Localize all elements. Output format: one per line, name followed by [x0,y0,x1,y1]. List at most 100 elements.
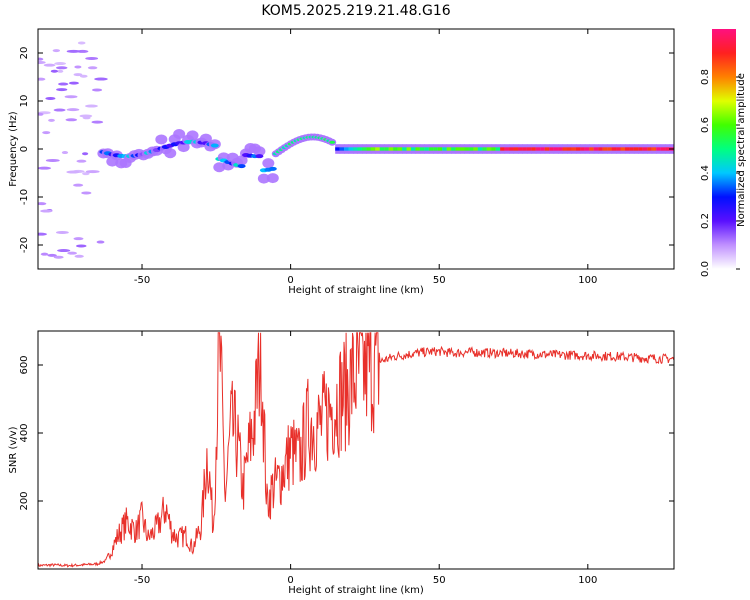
spectrogram-line-core [571,147,577,151]
spectrogram-speckle [43,63,56,67]
spectrogram-line-core [598,147,604,151]
colorbar-tick-label: 0.0 [700,261,711,277]
spectrogram-speckle [38,57,44,61]
spectrogram-blob [253,146,266,157]
spectrogram-line-core [344,147,350,151]
spectrogram-speckle [58,82,69,86]
spectrogram-marks [38,41,674,259]
spectrogram-blob-core [255,154,264,159]
spectrogram-y-tick-label: -20 [19,237,30,253]
spectrogram-line-core [482,147,488,151]
snr-panel: -50 0 50 100 200 400 600 Height of straight l… [8,330,675,596]
spectrogram-blob-core [268,166,277,171]
spectrogram-speckle [54,62,67,66]
spectrogram-speckle [45,158,60,162]
spectrogram-line-core [549,147,555,151]
spectrogram-panel: -50 0 50 100 -20 -10 0 10 20 Height of straight… [8,28,675,296]
snr-x-tick-label: 100 [578,575,597,586]
spectrogram-blob [186,130,199,141]
spectrogram-line-core [464,147,470,151]
spectrogram-line-core [397,147,403,151]
colorbar-tick-label: 0.4 [700,165,711,181]
spectrogram-line-core [558,147,564,151]
spectrogram-line-core [553,147,559,151]
snr-y-ticks: 200 400 600 [19,355,674,511]
spectrogram-speckle [55,230,69,234]
spectrogram-line-core [633,147,639,151]
snr-frame [37,330,675,570]
spectrogram-line-core [361,147,367,151]
spectrogram-line-core [446,147,452,151]
spectrogram-line-core [611,147,617,151]
spectrogram-line-core [584,147,590,151]
spectrogram-line-core [473,147,479,151]
spectrogram-speckle [82,116,91,120]
colorbar-tick-label: 0.8 [700,69,711,85]
spectrogram-x-ticks: -50 0 50 100 [134,29,597,286]
spectrogram-speckle [38,202,47,206]
spectrogram-feature-1 [97,128,279,184]
colorbar-strip [712,29,736,269]
spectrogram-blob [199,133,212,144]
spectrogram-line-core [629,147,635,151]
spectrogram-line-core [410,147,416,151]
spectrogram-line-core [580,147,586,151]
spectrogram-speckle [74,65,82,69]
spectrogram-arc-core [329,140,336,144]
spectrogram-blob-core [237,164,246,169]
spectrogram-line-core [348,147,354,151]
spectrogram-speckle [82,152,89,156]
spectrogram-speckle [61,151,69,155]
spectrogram-line-core [451,147,457,151]
spectrogram-speckle [85,104,98,108]
spectrogram-blob [262,158,275,169]
spectrogram-line-core [513,147,519,151]
spectrogram-line-core [335,147,341,151]
snr-y-tick-label: 200 [19,491,30,510]
spectrogram-speckle [66,108,80,112]
spectrogram-speckle [74,254,84,258]
spectrogram-speckle [92,88,103,92]
spectrogram-line-core [544,147,550,151]
spectrogram-line-core [353,147,359,151]
snr-series-line [38,332,674,568]
spectrogram-speckle [42,131,51,135]
spectrogram-line-core [593,147,599,151]
spectrogram-line-core [486,147,492,151]
spectrogram-line-core [375,147,381,151]
spectrogram-line-core [384,147,390,151]
spectrogram-x-tick-label: -50 [134,275,150,286]
spectrogram-speckle [73,73,83,77]
spectrogram-speckle [48,118,55,122]
spectrogram-x-label: Height of straight line (km) [288,285,424,296]
spectrogram-line-core [419,147,425,151]
colorbar-ticks: 0.0 0.2 0.4 0.6 0.8 [700,69,740,277]
spectrogram-line-core [562,147,568,151]
spectrogram-line-core [393,147,399,151]
snr-x-tick-label: 0 [287,575,293,586]
spectrogram-speckle [64,95,78,99]
spectrogram-speckle [38,112,44,116]
spectrogram-line-core [428,147,434,151]
colorbar: 0.0 0.2 0.4 0.6 0.8 Normalized spectral ampl… [700,29,747,277]
spectrogram-speckle [57,69,64,73]
spectrogram-blob [173,128,186,139]
spectrogram-line-core [424,147,430,151]
spectrogram-speckle [67,251,78,255]
spectrogram-speckle [53,255,64,259]
spectrogram-line-core [522,147,528,151]
spectrogram-line-core [575,147,581,151]
spectrogram-line-core [357,147,363,151]
spectrogram-line-core [370,147,376,151]
spectrogram-speckle [50,69,59,73]
spectrogram-line-core [406,147,412,151]
spectrogram-speckle [40,252,49,256]
snr-x-tick-label: 50 [433,575,446,586]
spectrogram-line-core [535,147,541,151]
spectrogram-line-core [517,147,523,151]
spectrogram-y-tick-label: -10 [19,189,30,205]
spectrogram-y-tick-label: 20 [19,47,30,60]
spectrogram-line-core [442,147,448,151]
spectrogram-speckle [66,170,80,174]
